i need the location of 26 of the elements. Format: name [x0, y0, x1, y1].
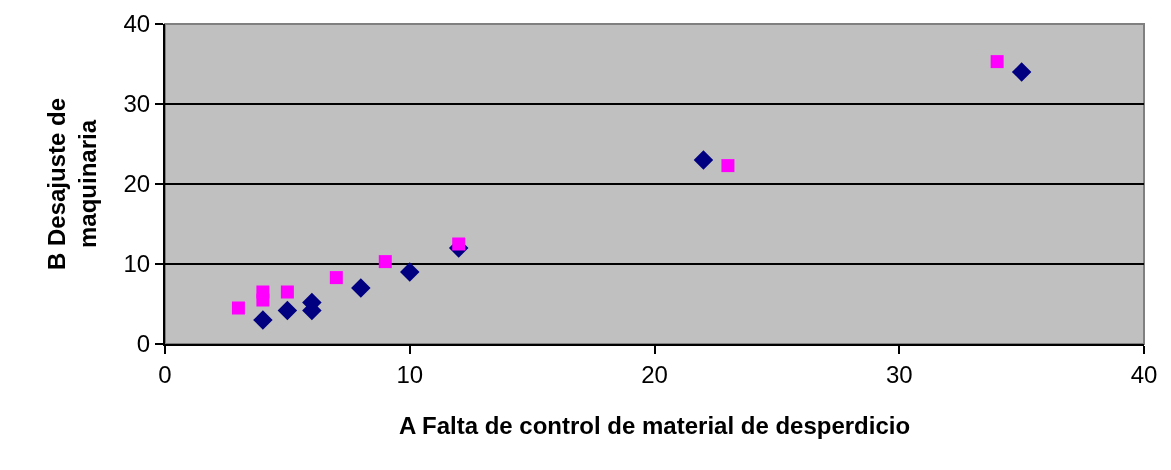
point [721, 159, 735, 173]
point [277, 300, 298, 321]
x-tick-label: 40 [1130, 360, 1158, 388]
point [693, 150, 714, 170]
point [452, 237, 466, 251]
point [231, 301, 245, 315]
y-tick-label: 20 [123, 170, 151, 198]
point [329, 271, 343, 285]
y-tick-label: 40 [123, 10, 151, 38]
point [256, 285, 270, 299]
x-tick-label: 30 [885, 360, 913, 388]
point [990, 55, 1004, 69]
x-tick-label: 10 [396, 360, 424, 388]
y-tick-label: 0 [136, 330, 151, 358]
y-axis-title: B Desajuste de maquinaria [42, 97, 102, 271]
x-tick-label: 0 [158, 360, 172, 388]
y-tick-label: 10 [123, 250, 151, 278]
x-axis-title: A Falta de control de material de desperdicio [398, 411, 911, 439]
point [253, 310, 273, 330]
point [351, 278, 371, 298]
x-tick-label: 20 [641, 360, 668, 388]
y-tick-label: 30 [123, 90, 151, 118]
point [280, 285, 294, 299]
point [1011, 62, 1032, 82]
point [400, 262, 420, 282]
point [378, 255, 392, 269]
